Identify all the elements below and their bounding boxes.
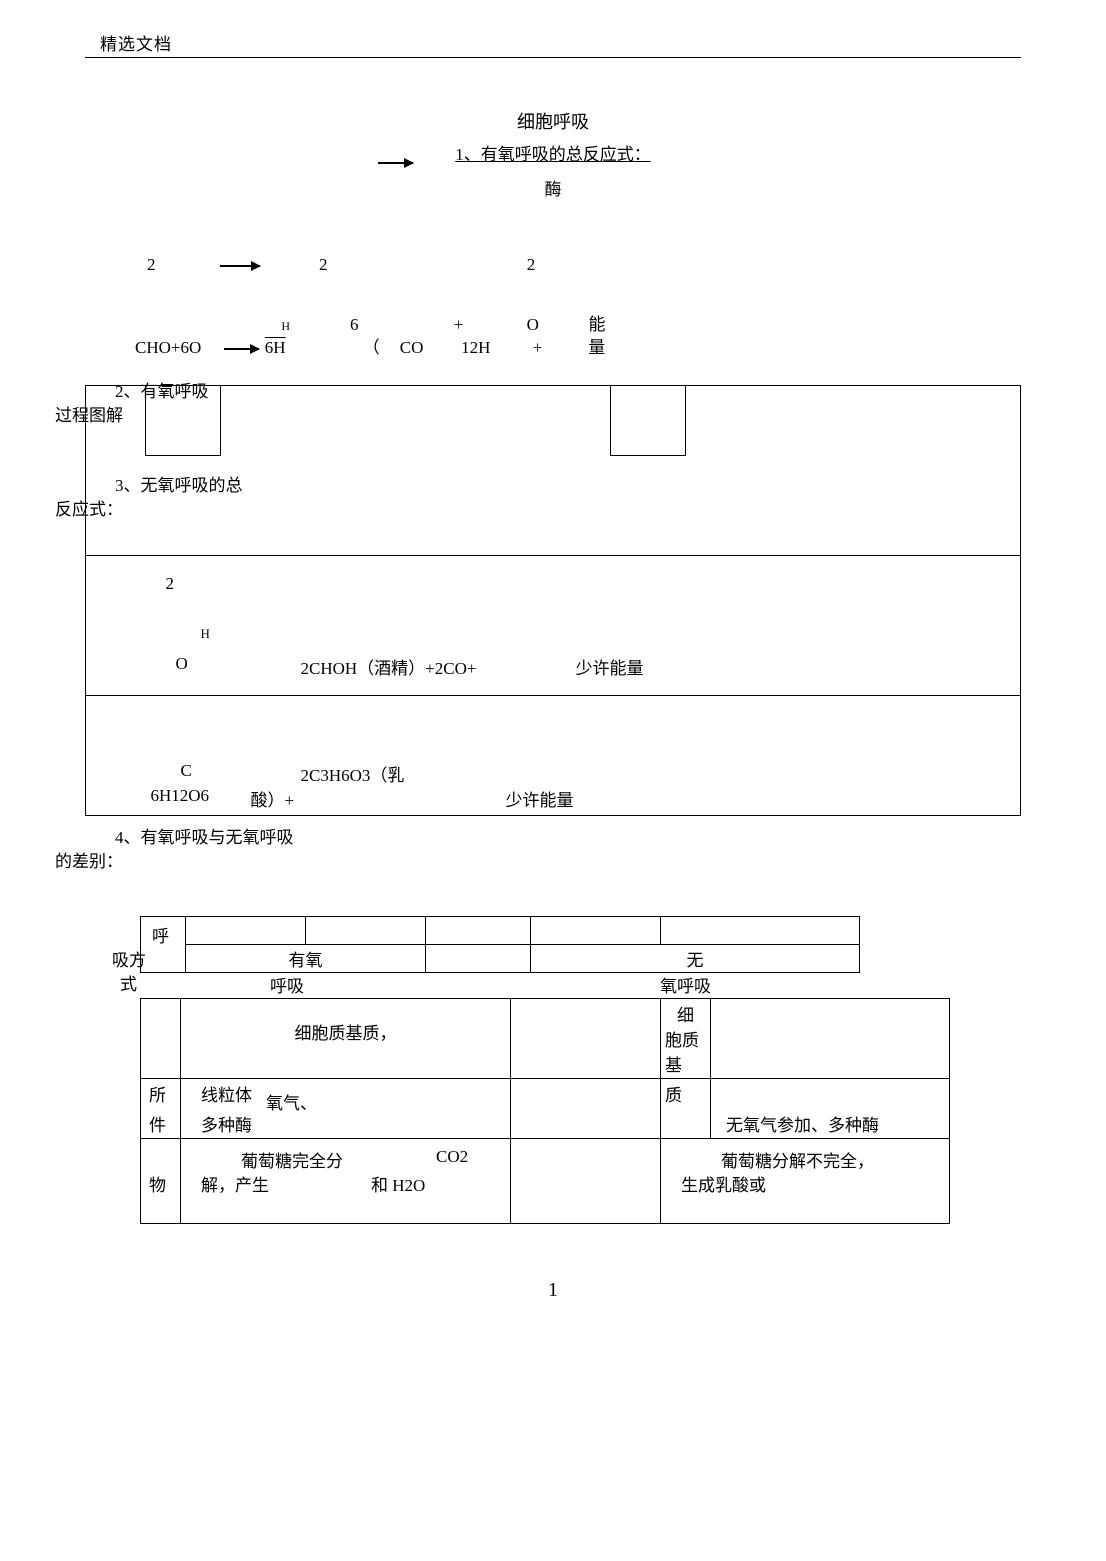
section-1-text: 1、有氧呼吸的总反应式： (455, 145, 651, 164)
formula-val: + (419, 315, 499, 335)
cell-text: 质 (665, 1081, 682, 1106)
cell-text: C (181, 761, 192, 781)
page-number: 1 (85, 1279, 1021, 1302)
cell-text: 式 (120, 970, 137, 995)
formula-val: 6H (265, 338, 286, 358)
cell-text: 无氧气参加、多种酶 (726, 1111, 879, 1136)
table-1: 2 H O 2CHOH（酒精）+2CO+ 少许能量 C 6H12O6 2C3H6… (85, 385, 1021, 816)
cell-text: 解，产生 (201, 1171, 269, 1196)
section-4a: 4、有氧呼吸与无氧呼吸 (115, 823, 294, 848)
cell-text: 葡萄糖分解不完全， (721, 1147, 874, 1172)
formula-val: CO (384, 338, 439, 358)
cell-text: 细 (665, 1001, 706, 1026)
formula-val: 2 (319, 255, 328, 275)
arrow-icon (220, 255, 260, 275)
cell-text: 细胞质基质， (185, 1019, 506, 1044)
cell-text: 少许能量 (506, 786, 574, 811)
arrow-icon (224, 338, 259, 358)
cell-text: 有氧 (186, 945, 426, 973)
cell-text: O (176, 654, 188, 674)
section-1-title: 1、有氧呼吸的总反应式： (85, 140, 1021, 165)
table-2: 有氧 无 (140, 916, 860, 973)
cell-text: 氧气、 (266, 1089, 317, 1114)
formula-row-1: 2 2 2 (135, 255, 535, 275)
formula-val: H (135, 319, 290, 334)
formula-val: 12H (443, 338, 508, 358)
doc-title: 细胞呼吸 (85, 108, 1021, 134)
formula-val: O (503, 315, 563, 335)
cell-text: 线粒体 (201, 1081, 252, 1106)
table-3-wrap: 细胞质基质， 细 胞质基 所 件 线粒体 氧气、 多种酶 (140, 998, 950, 1224)
formula-val: 量 (567, 333, 627, 358)
formula-val: CHO+6O (135, 338, 201, 358)
cell-text: 件 (149, 1111, 166, 1136)
cell-text: 2CHOH（酒精）+2CO+ (301, 654, 477, 679)
cell-text: 多种酶 (201, 1111, 252, 1136)
formula-val: 2 (527, 255, 536, 275)
formula-val: 能 (567, 310, 627, 335)
section-2b: 过程图解 (55, 401, 123, 426)
cell-text: 和 H2O (371, 1171, 425, 1196)
cell-text: 酸）+ (251, 786, 295, 811)
section-4b: 的差别： (55, 847, 123, 872)
page-header: 精选文档 (85, 30, 1021, 58)
cell-text: 呼吸 (270, 972, 304, 997)
cell-text: 少许能量 (576, 654, 644, 679)
cell-text: H (201, 626, 210, 642)
cell-text: 6H12O6 (151, 786, 210, 806)
table-1-wrap: 2、有氧呼吸 过程图解 3、无氧呼吸的总 反应式： 2 H O 2CH (85, 385, 1021, 816)
section-3a: 3、无氧呼吸的总 (115, 471, 243, 496)
cell-text: 氧呼吸 (660, 972, 711, 997)
cell-text: 2 (166, 574, 175, 594)
formula-val: （ (290, 333, 380, 358)
cell-text: 物 (149, 1171, 166, 1196)
table-2-wrap: 呼 吸方 式 有氧 无 呼吸 氧呼吸 (140, 916, 860, 973)
cell-text: 呼 (152, 922, 169, 947)
cell-text: 所 (149, 1081, 166, 1106)
formula-val: + (513, 338, 563, 358)
enzyme-label: 酶 (85, 175, 1021, 200)
header-text: 精选文档 (85, 35, 172, 54)
cell-text: 葡萄糖完全分 (241, 1147, 343, 1172)
table-3: 细胞质基质， 细 胞质基 所 件 线粒体 氧气、 多种酶 (140, 998, 950, 1224)
formula-row-2: H 6 + O 能 (135, 310, 627, 335)
cell-text: 生成乳酸或 (681, 1171, 766, 1196)
cell-text: 吸方 (112, 946, 146, 971)
cell-text: 胞质基 (665, 1026, 706, 1076)
formula-val: 2 (147, 255, 156, 275)
arrow-icon (378, 152, 413, 172)
cell-text: CO2 (436, 1147, 468, 1167)
formula-val: 6 (294, 315, 414, 335)
section-2a: 2、有氧呼吸 (115, 377, 209, 402)
formula-area: 2 2 2 H 6 + O 能 CHO+6O 6H （ CO 12H + 量 (85, 255, 1021, 375)
cell-text: 无 (531, 945, 860, 973)
section-3b: 反应式： (55, 495, 123, 520)
formula-row-3: CHO+6O 6H （ CO 12H + 量 (135, 333, 627, 358)
cell-text: 2C3H6O3（乳 (301, 761, 405, 786)
